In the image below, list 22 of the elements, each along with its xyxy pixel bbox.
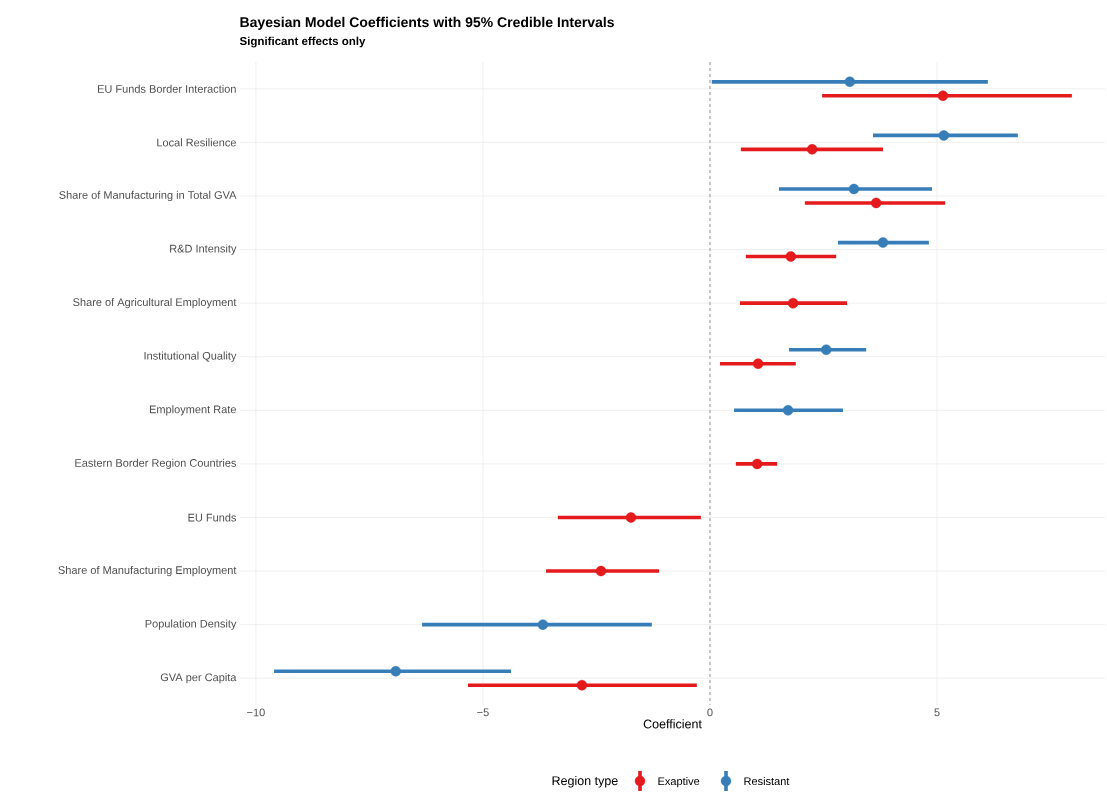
y-tick-label: Eastern Border Region Countries	[75, 458, 237, 469]
legend-label: Resistant	[744, 777, 790, 786]
y-tick-label: EU Funds Border Interaction	[97, 84, 236, 93]
x-axis-title: Coefficient	[643, 719, 702, 729]
y-tick-label: Population Density	[145, 619, 237, 630]
x-tick-label: 5	[934, 708, 940, 717]
chart-subtitle: Significant effects only	[239, 36, 366, 48]
legend-label: Exaptive	[658, 777, 700, 788]
y-tick-label: Local Resilience	[157, 138, 236, 147]
x-tick-label: −10	[247, 708, 265, 717]
x-tick-label: 0	[707, 708, 713, 717]
y-tick-label: GVA per Capita	[160, 673, 237, 684]
y-tick-label: EU Funds	[188, 513, 237, 522]
y-tick-label: Share of Manufacturing Employment	[58, 565, 237, 577]
y-tick-label: Share of Manufacturing in Total GVA	[59, 190, 237, 202]
y-tick-label: Employment Rate	[149, 405, 236, 416]
y-tick-label: Institutional Quality	[144, 351, 237, 362]
chart-title: Bayesian Model Coefficients with 95% Credible Intervals	[240, 16, 614, 30]
legend-title: Region type	[552, 775, 618, 788]
x-tick-label: −5	[477, 708, 489, 717]
y-tick-label: Share of Agricultural Employment	[73, 298, 237, 309]
y-tick-label: R&D Intensity	[170, 244, 237, 255]
